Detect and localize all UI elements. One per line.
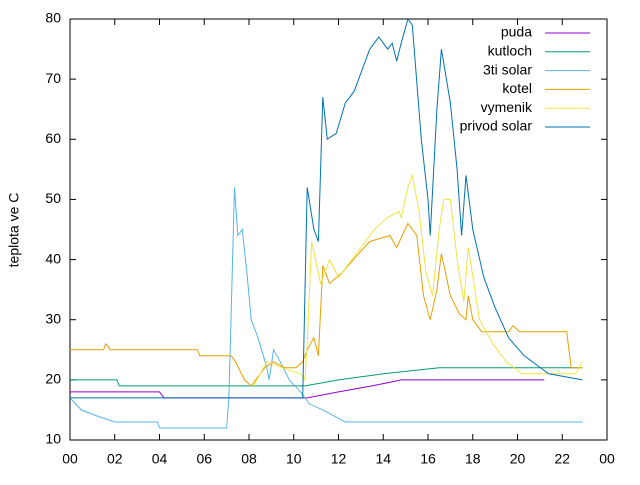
series-line [70, 367, 583, 387]
series-line [253, 173, 583, 387]
y-tick-label: 80 [45, 10, 61, 26]
series-line [69, 187, 583, 429]
x-tick-label: 18 [465, 451, 481, 467]
x-tick-label: 06 [196, 451, 212, 467]
x-tick-label: 12 [331, 451, 347, 467]
legend-label: kutloch [488, 43, 532, 59]
legend-label: kotel [502, 80, 532, 96]
legend-label: vymenik [481, 99, 533, 115]
x-tick-label: 20 [510, 451, 526, 467]
x-tick-label: 04 [152, 451, 168, 467]
y-tick-label: 20 [45, 371, 61, 387]
legend-label: privod solar [460, 118, 533, 134]
y-tick-label: 60 [45, 130, 61, 146]
y-tick-label: 40 [45, 250, 61, 266]
y-axis-label: teplota ve C [6, 193, 22, 268]
y-tick-label: 70 [45, 70, 61, 86]
x-tick-label: 14 [375, 451, 391, 467]
x-tick-label: 00 [62, 451, 78, 467]
y-tick-label: 10 [45, 431, 61, 447]
x-tick-label: 00 [599, 451, 615, 467]
y-tick-label: 30 [45, 310, 61, 326]
x-tick-label: 02 [107, 451, 123, 467]
series-line [70, 17, 583, 399]
series-line [70, 222, 583, 387]
legend-label: 3ti solar [483, 61, 532, 77]
x-tick-label: 22 [554, 451, 570, 467]
y-tick-label: 50 [45, 190, 61, 206]
legend-label: puda [501, 24, 532, 40]
x-tick-label: 16 [420, 451, 436, 467]
x-tick-label: 10 [286, 451, 302, 467]
x-tick-label: 08 [241, 451, 257, 467]
series-line [70, 379, 545, 399]
